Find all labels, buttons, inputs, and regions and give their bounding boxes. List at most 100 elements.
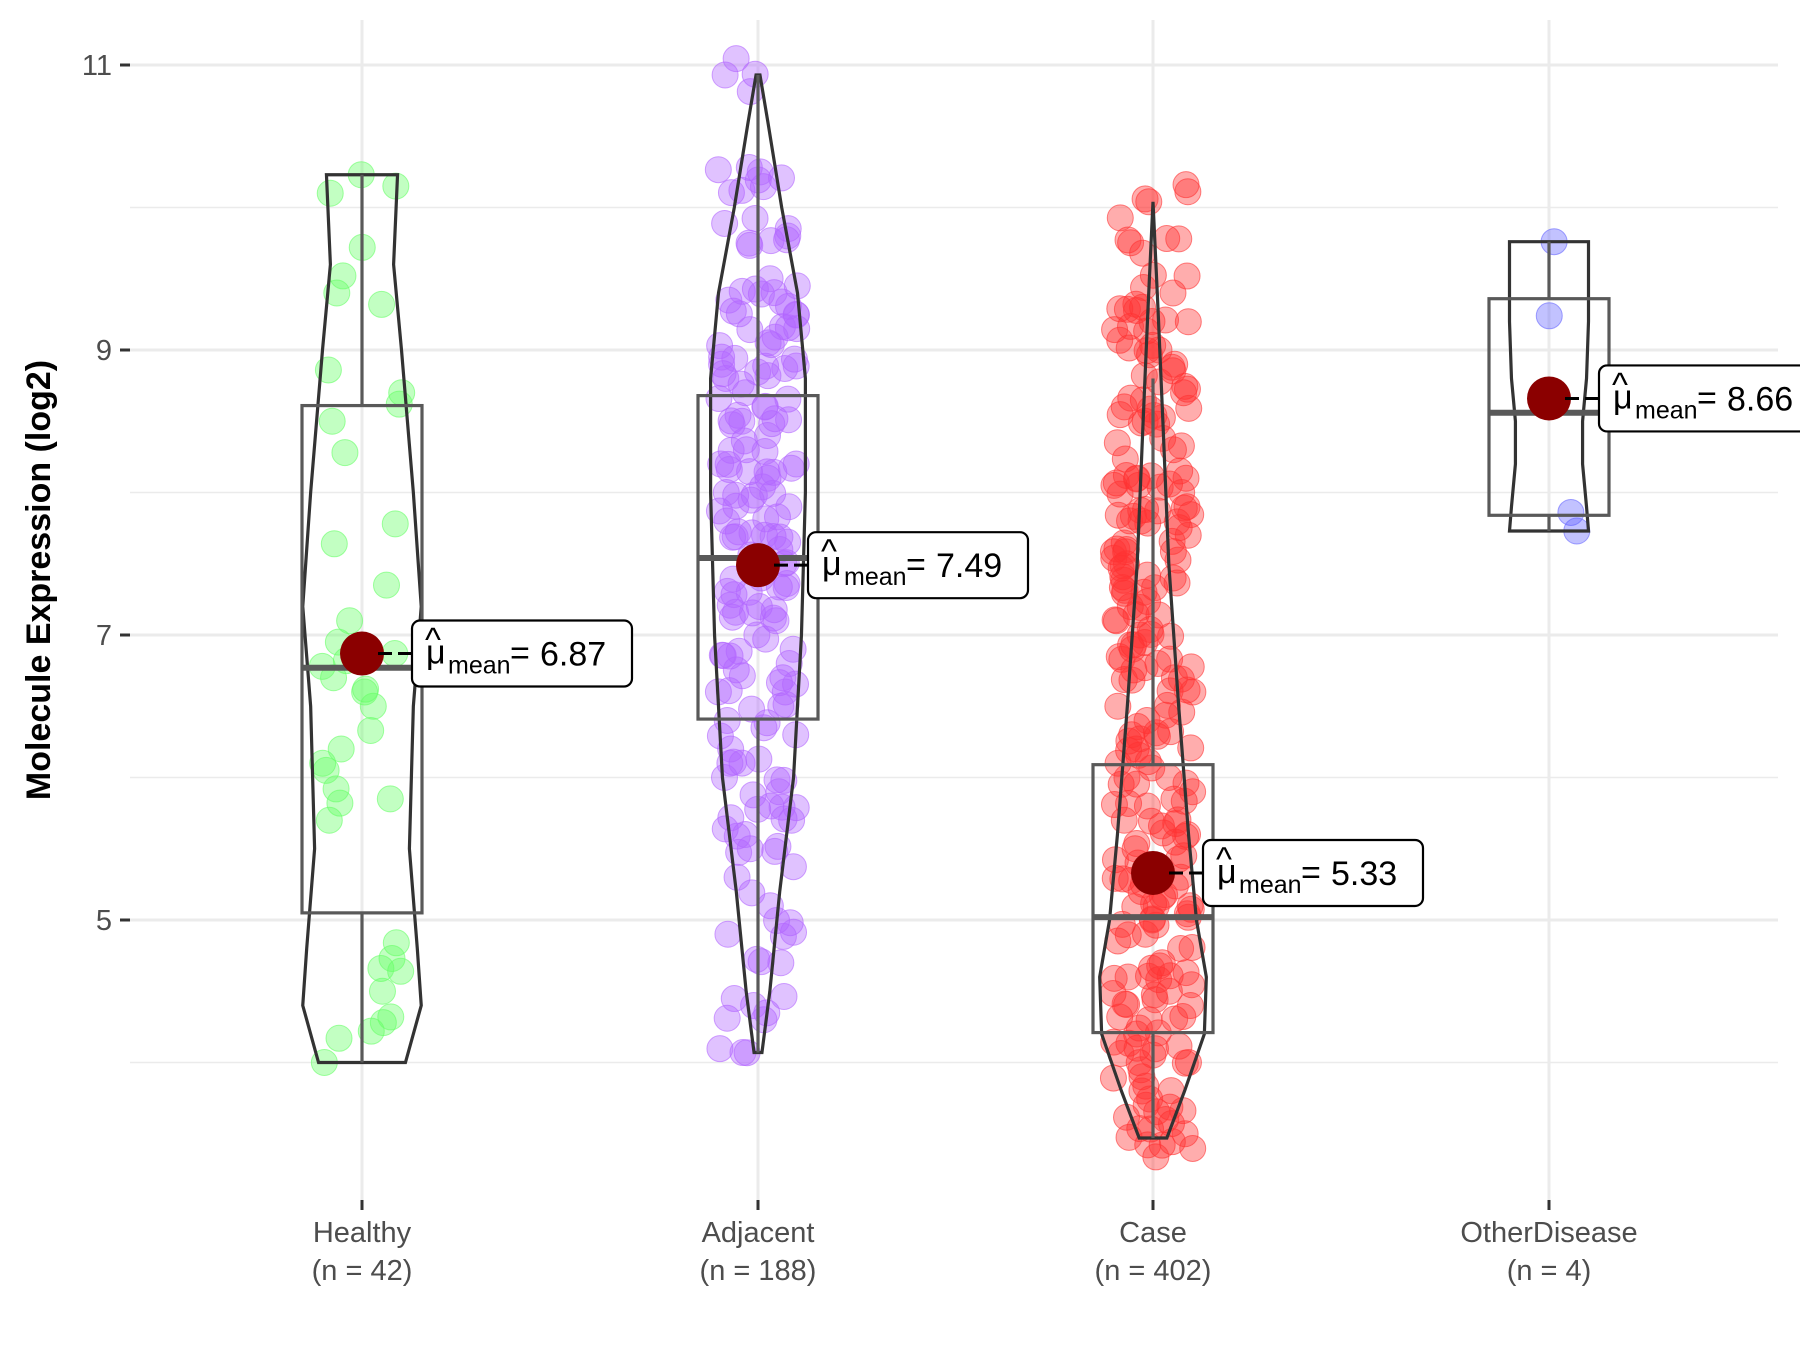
data-point [368,977,396,1005]
mean-label-mu: μ [426,634,446,672]
data-point [1175,394,1203,422]
data-point [376,785,404,813]
data-point [1167,935,1195,962]
data-point [760,458,788,486]
data-point [716,591,744,619]
mean-label-hat: ^ [425,622,441,660]
data-point [1142,1035,1170,1063]
x-tick-label: Case [1119,1217,1187,1249]
data-point [1117,384,1145,412]
data-point [783,315,811,343]
x-tick-count-label: (n = 42) [312,1255,413,1287]
violin-groups: μ^mean = 6.87μ^mean = 7.49μ^mean = 5.33μ^mean =… [300,45,1800,1171]
data-point [1157,622,1185,650]
data-point [772,574,800,602]
data-point [387,957,415,985]
data-point [1164,546,1192,574]
data-point [713,507,741,535]
data-point [318,407,346,435]
data-point [1174,308,1202,336]
x-tick-count-label: (n = 402) [1095,1255,1212,1287]
data-point [761,837,789,865]
data-point [1164,806,1192,834]
data-point [1173,262,1201,290]
mean-label-mu: μ [1217,853,1237,891]
data-point [770,983,798,1011]
data-point [1177,734,1205,762]
data-point [736,231,764,259]
x-tick-label: Healthy [313,1217,412,1249]
data-point [715,286,743,314]
violin-outline [301,173,423,1065]
mean-point [340,631,384,676]
data-point [738,879,766,907]
data-point [714,920,742,948]
data-point [323,279,351,307]
data-point [1158,353,1186,381]
mean-point [736,543,780,588]
data-point [1136,341,1164,369]
data-point [320,530,348,558]
data-point [1104,501,1132,529]
data-point [1172,171,1200,199]
data-point [769,664,797,692]
data-point [331,439,359,467]
data-point [747,280,775,308]
data-point [722,45,750,73]
mean-label-box [1201,838,1425,908]
data-point [730,427,758,455]
mean-label-subscript: mean [844,563,907,591]
data-point [1142,719,1170,747]
data-point [741,204,769,232]
data-point [775,406,803,434]
data-point [1106,1003,1134,1031]
data-point [378,944,406,972]
data-point [1120,656,1148,684]
mean-label-hat: ^ [821,533,837,571]
data-point [1161,1005,1189,1033]
data-point [1115,727,1143,755]
mean-label-mu: μ [1613,378,1633,416]
data-point [1135,188,1163,216]
data-point [754,362,782,390]
data-point [715,677,743,705]
data-point [1103,429,1131,457]
data-point [1123,830,1151,858]
data-point [752,625,780,653]
data-point [357,716,385,744]
x-tick-count-label: (n = 4) [1507,1255,1592,1287]
data-point [1159,436,1187,464]
data-point [706,1035,734,1063]
mean-label-equals: = [510,635,530,673]
y-tick-label: 9 [96,335,112,367]
data-point [712,365,740,392]
mean-label-value: 7.49 [936,547,1002,585]
data-point [1122,290,1150,318]
data-point [753,709,781,737]
data-point [377,1003,405,1031]
group-adjacent: μ^mean = 7.49 [696,45,1030,1067]
data-point [1172,959,1200,987]
data-point [712,479,740,506]
data-point [1535,302,1563,330]
y-axis-title: Molecule Expression (log2) [20,360,58,800]
data-point [1173,493,1201,521]
data-point [779,853,807,881]
data-point [1132,1072,1160,1100]
data-point [325,1024,353,1052]
data-point [336,607,364,635]
y-axis: 5 7 9 11 [82,50,130,937]
mean-label-subscript: mean [1239,871,1302,899]
mean-label-value: 8.66 [1727,380,1793,418]
data-point [728,749,756,777]
data-point [1165,1032,1193,1060]
data-point [760,596,788,624]
data-point [717,436,745,464]
data-point [1125,1049,1153,1077]
mean-label-equals: = [1697,379,1717,417]
data-point [1171,1120,1199,1148]
data-point [1106,326,1134,354]
data-point [1103,535,1131,563]
data-point [316,179,344,207]
data-point [774,385,802,413]
